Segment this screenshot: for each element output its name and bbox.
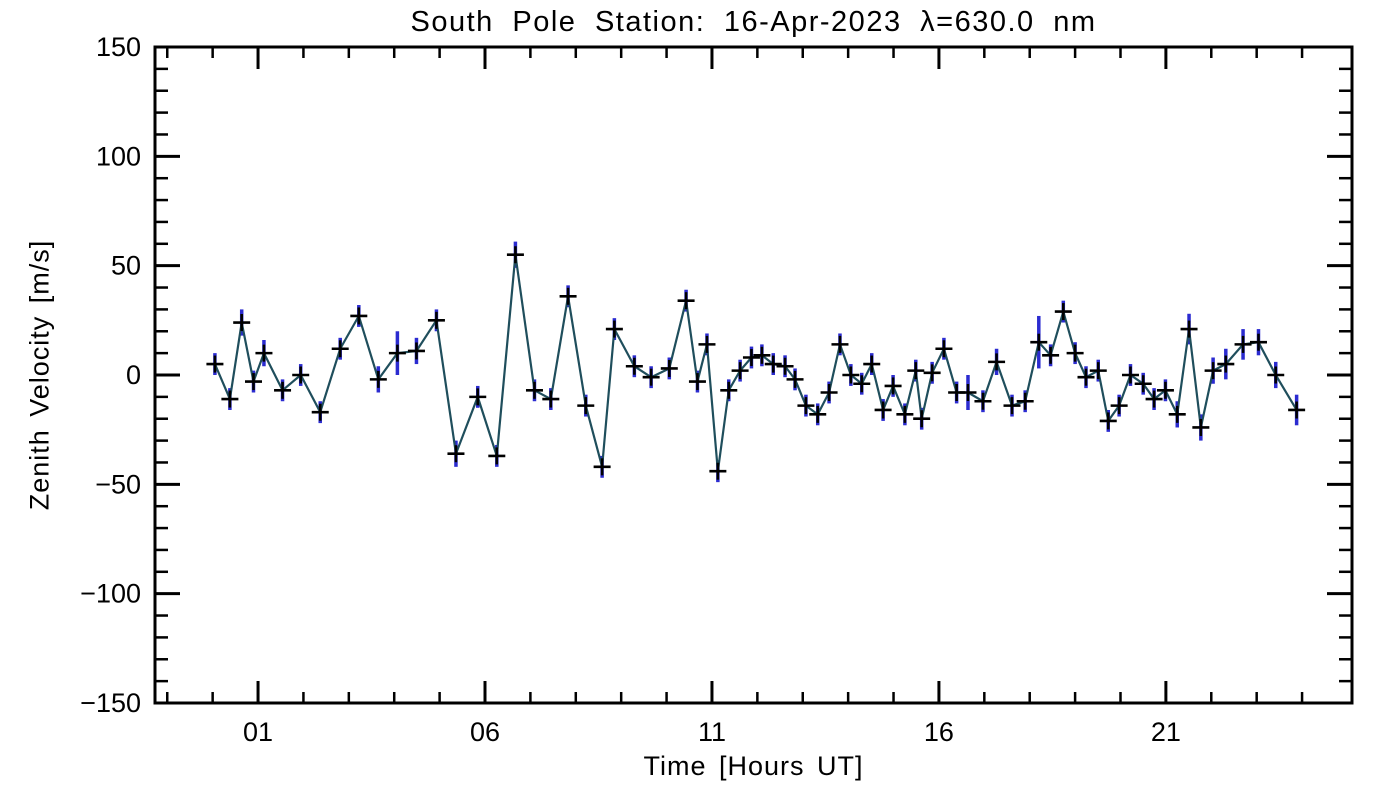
svg-text:−150: −150 [80, 688, 141, 718]
svg-text:21: 21 [1151, 717, 1181, 747]
svg-text:11: 11 [698, 717, 726, 747]
svg-text:150: 150 [96, 32, 141, 62]
x-axis-ticks [166, 47, 1304, 703]
x-axis-label: Time [Hours UT] [643, 751, 864, 781]
velocity-line [213, 254, 1298, 472]
data-point-markers [206, 246, 1306, 480]
y-axis-ticks [155, 45, 1352, 705]
y-axis-tick-labels: −150 −100 −50 0 50 100 150 [80, 32, 141, 718]
svg-text:50: 50 [111, 251, 141, 281]
x-axis-tick-labels: 01 06 11 16 21 [243, 717, 1181, 747]
svg-text:100: 100 [96, 141, 141, 171]
chart-title: South Pole Station: 16-Apr-2023 λ=630.0 … [410, 6, 1097, 38]
error-bars [213, 241, 1299, 483]
svg-text:0: 0 [126, 360, 141, 390]
svg-text:−100: −100 [80, 579, 141, 609]
svg-text:01: 01 [243, 717, 273, 747]
svg-text:16: 16 [924, 717, 954, 747]
svg-text:06: 06 [470, 717, 500, 747]
axis-box [153, 45, 1354, 705]
svg-text:−50: −50 [95, 469, 141, 499]
